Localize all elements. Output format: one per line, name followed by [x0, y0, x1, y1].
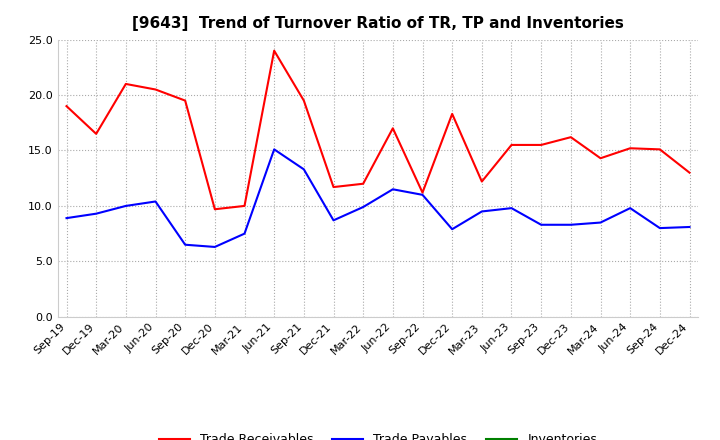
Line: Trade Payables: Trade Payables	[66, 149, 690, 247]
Trade Payables	[389, 187, 397, 192]
Trade Payables	[92, 211, 101, 216]
Trade Receivables	[92, 131, 101, 136]
Title: [9643]  Trend of Turnover Ratio of TR, TP and Inventories: [9643] Trend of Turnover Ratio of TR, TP…	[132, 16, 624, 32]
Trade Payables	[122, 203, 130, 209]
Trade Payables	[270, 147, 279, 152]
Trade Payables	[418, 192, 427, 198]
Trade Payables	[240, 231, 249, 236]
Trade Payables	[300, 167, 308, 172]
Trade Payables	[477, 209, 486, 214]
Trade Receivables	[596, 156, 605, 161]
Trade Receivables	[685, 170, 694, 175]
Trade Receivables	[389, 126, 397, 131]
Trade Payables	[329, 218, 338, 223]
Legend: Trade Receivables, Trade Payables, Inventories: Trade Receivables, Trade Payables, Inven…	[153, 429, 603, 440]
Trade Receivables	[240, 203, 249, 209]
Trade Receivables	[477, 179, 486, 184]
Trade Payables	[537, 222, 546, 227]
Trade Payables	[151, 199, 160, 204]
Trade Receivables	[418, 190, 427, 195]
Trade Payables	[626, 205, 634, 211]
Trade Receivables	[62, 103, 71, 109]
Trade Receivables	[448, 111, 456, 117]
Trade Receivables	[567, 135, 575, 140]
Trade Receivables	[122, 81, 130, 87]
Trade Receivables	[507, 142, 516, 147]
Trade Payables	[448, 227, 456, 232]
Trade Receivables	[210, 207, 219, 212]
Trade Payables	[62, 216, 71, 221]
Trade Payables	[181, 242, 189, 247]
Line: Trade Receivables: Trade Receivables	[66, 51, 690, 209]
Trade Payables	[507, 205, 516, 211]
Trade Payables	[685, 224, 694, 230]
Trade Receivables	[270, 48, 279, 53]
Trade Receivables	[151, 87, 160, 92]
Trade Payables	[567, 222, 575, 227]
Trade Payables	[210, 244, 219, 249]
Trade Receivables	[626, 146, 634, 151]
Trade Receivables	[359, 181, 367, 187]
Trade Receivables	[537, 142, 546, 147]
Trade Receivables	[300, 98, 308, 103]
Trade Receivables	[655, 147, 664, 152]
Trade Payables	[359, 205, 367, 210]
Trade Payables	[655, 225, 664, 231]
Trade Payables	[596, 220, 605, 225]
Trade Receivables	[181, 98, 189, 103]
Trade Receivables	[329, 184, 338, 190]
